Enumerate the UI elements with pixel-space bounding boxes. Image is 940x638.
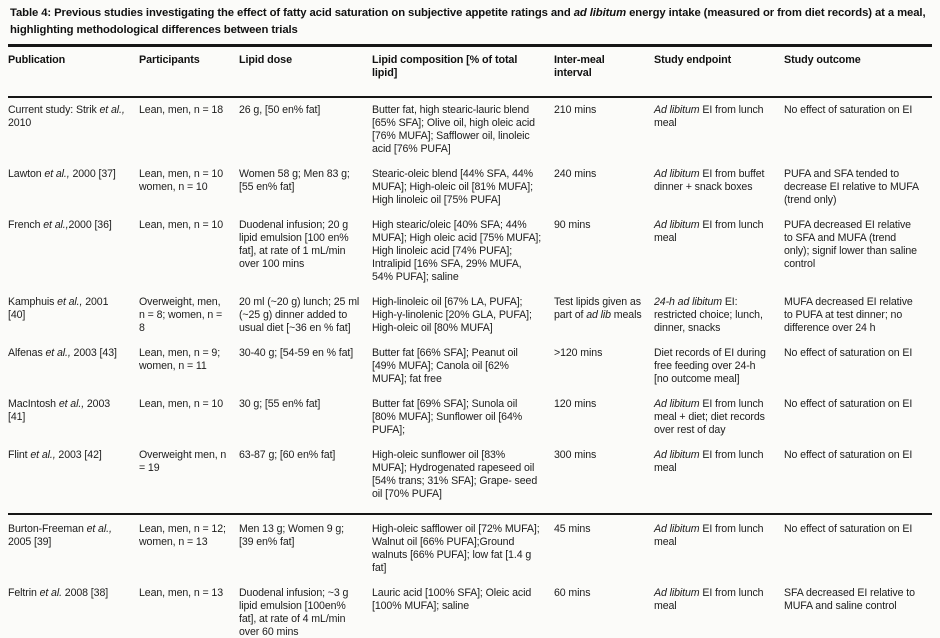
cell-study-endpoint: Diet records of EI during free feeding o… bbox=[654, 347, 766, 385]
cell-inter-meal-interval: 300 mins bbox=[554, 449, 597, 461]
cell-study-endpoint: Ad libitum EI from lunch meal + diet; di… bbox=[654, 398, 765, 436]
cell-study-endpoint: Ad libitum EI from lunch meal bbox=[654, 449, 764, 474]
cell-study-outcome: PUFA decreased EI relative to SFA and MU… bbox=[784, 219, 917, 270]
column-header-lipid-dose: Lipid dose bbox=[239, 45, 372, 98]
cell-lipid-composition: High stearic/oleic [40% SFA; 44% MUFA]; … bbox=[372, 219, 542, 283]
cell-publication: MacIntosh et al., 2003 [41] bbox=[8, 398, 111, 423]
cell-lipid-dose: Men 13 g; Women 9 g; [39 en% fat] bbox=[239, 513, 372, 581]
cell-lipid-dose: 30-40 g; [54-59 en % fat] bbox=[239, 347, 354, 359]
cell-study-endpoint: Ad libitum EI from buffet dinner + snack… bbox=[654, 168, 765, 193]
cell-publication: Burton-Freeman et al., 2005 [39] bbox=[8, 513, 139, 581]
table-row: Kamphuis et al., 2001 [40] Overweight, me… bbox=[8, 290, 932, 341]
table-row: Lawton et al., 2000 [37] Lean, men, n = 1… bbox=[8, 162, 932, 213]
cell-participants: Lean, men, n = 10 bbox=[139, 398, 223, 410]
studies-table: Publication Participants Lipid dose Lipid c… bbox=[8, 44, 932, 638]
cell-inter-meal-interval: Test lipids given as part of ad lib meal… bbox=[554, 296, 642, 321]
table-head: Publication Participants Lipid dose Lipid c… bbox=[8, 45, 932, 98]
table-row: Flint et al., 2003 [42] Overweight men, n… bbox=[8, 443, 932, 514]
cell-participants: Lean, men, n = 10 bbox=[139, 219, 223, 231]
cell-inter-meal-interval: 45 mins bbox=[554, 513, 654, 581]
table-row: Current study: Strik et al., 2010 Lean, m… bbox=[8, 97, 932, 162]
cell-inter-meal-interval: 120 mins bbox=[554, 398, 597, 410]
table-row: Burton-Freeman et al., 2005 [39] Lean, me… bbox=[8, 513, 932, 581]
table-container: Publication Participants Lipid dose Lipid c… bbox=[8, 44, 932, 638]
column-header-study-outcome: Study outcome bbox=[784, 45, 932, 98]
cell-participants: Lean, men, n = 18 bbox=[139, 104, 223, 116]
table-title: Table 4: Previous studies investigating … bbox=[10, 7, 926, 36]
cell-lipid-dose: 20 ml (~20 g) lunch; 25 ml (~25 g) dinne… bbox=[239, 296, 360, 334]
cell-lipid-dose: 63-87 g; [60 en% fat] bbox=[239, 449, 336, 461]
cell-study-endpoint: Ad libitum EI from lunch meal bbox=[654, 104, 764, 129]
cell-lipid-composition: High-linoleic oil [67% LA, PUFA]; High-γ… bbox=[372, 296, 532, 334]
cell-participants: Lean, men, n = 10 women, n = 10 bbox=[139, 168, 223, 193]
cell-lipid-composition: Butter fat, high stearic-lauric blend [6… bbox=[372, 104, 535, 155]
cell-study-outcome: PUFA and SFA tended to decrease EI relat… bbox=[784, 168, 919, 206]
cell-study-outcome: SFA decreased EI relative to MUFA and sa… bbox=[784, 587, 915, 612]
cell-study-outcome: No effect of saturation on EI bbox=[784, 347, 913, 359]
cell-study-outcome: No effect of saturation on EI bbox=[784, 449, 913, 461]
cell-study-endpoint: 24-h ad libitum EI: restricted choice; l… bbox=[654, 296, 763, 334]
cell-study-endpoint: Ad libitum EI from lunch meal bbox=[654, 513, 784, 581]
cell-study-outcome: MUFA decreased EI relative to PUFA at te… bbox=[784, 296, 913, 334]
cell-study-outcome: No effect of saturation on EI bbox=[784, 513, 932, 581]
cell-participants: Lean, men, n = 13 bbox=[139, 587, 223, 599]
table-row: French et al.,2000 [36] Lean, men, n = 10… bbox=[8, 213, 932, 290]
cell-study-outcome: No effect of saturation on EI bbox=[784, 104, 913, 116]
cell-publication: Feltrin et al. 2008 [38] bbox=[8, 587, 109, 599]
column-header-lipid-composition: Lipid composition [% of total lipid] bbox=[372, 45, 554, 98]
cell-participants: Lean, men, n = 9; women, n = 11 bbox=[139, 347, 221, 372]
cell-lipid-composition: Butter fat [66% SFA]; Peanut oil [49% MU… bbox=[372, 347, 518, 385]
cell-publication: Lawton et al., 2000 [37] bbox=[8, 168, 116, 180]
cell-study-endpoint: Ad libitum EI from lunch meal bbox=[654, 219, 764, 244]
cell-lipid-composition: High-oleic safflower oil [72% MUFA]; Wal… bbox=[372, 513, 554, 581]
column-header-inter-meal-interval: Inter-meal interval bbox=[554, 45, 654, 98]
column-header-study-endpoint: Study endpoint bbox=[654, 45, 784, 98]
cell-lipid-composition: Lauric acid [100% SFA]; Oleic acid [100%… bbox=[372, 587, 532, 612]
cell-publication: Alfenas et al., 2003 [43] bbox=[8, 347, 117, 359]
cell-participants: Overweight, men, n = 8; women, n = 8 bbox=[139, 296, 223, 334]
cell-study-endpoint: Ad libitum EI from lunch meal bbox=[654, 587, 764, 612]
cell-lipid-dose: 26 g, [50 en% fat] bbox=[239, 104, 321, 116]
cell-lipid-dose: Women 58 g; Men 83 g; [55 en% fat] bbox=[239, 168, 350, 193]
cell-lipid-dose: 30 g; [55 en% fat] bbox=[239, 398, 321, 410]
table-row: MacIntosh et al., 2003 [41] Lean, men, n … bbox=[8, 392, 932, 443]
table-header-row: Publication Participants Lipid dose Lipid c… bbox=[8, 45, 932, 98]
cell-lipid-composition: Butter fat [69% SFA]; Sunola oil [80% MU… bbox=[372, 398, 523, 436]
table-body: Current study: Strik et al., 2010 Lean, m… bbox=[8, 97, 932, 638]
cell-inter-meal-interval: 60 mins bbox=[554, 587, 591, 599]
cell-lipid-dose: Duodenal infusion; ~3 g lipid emulsion [… bbox=[239, 587, 349, 638]
cell-inter-meal-interval: 240 mins bbox=[554, 168, 597, 180]
cell-participants: Lean, men, n = 12; women, n = 13 bbox=[139, 513, 239, 581]
cell-lipid-composition: Stearic-oleic blend [44% SFA, 44% MUFA];… bbox=[372, 168, 533, 206]
column-header-participants: Participants bbox=[139, 45, 239, 98]
column-header-publication: Publication bbox=[8, 45, 139, 98]
table-row: Feltrin et al. 2008 [38] Lean, men, n = 1… bbox=[8, 581, 932, 638]
cell-publication: Current study: Strik et al., 2010 bbox=[8, 104, 125, 129]
cell-publication: Flint et al., 2003 [42] bbox=[8, 449, 102, 461]
cell-participants: Overweight men, n = 19 bbox=[139, 449, 227, 474]
cell-study-outcome: No effect of saturation on EI bbox=[784, 398, 913, 410]
cell-inter-meal-interval: 90 mins bbox=[554, 219, 591, 231]
cell-publication: Kamphuis et al., 2001 [40] bbox=[8, 296, 109, 321]
cell-publication: French et al.,2000 [36] bbox=[8, 219, 112, 231]
table-row: Alfenas et al., 2003 [43] Lean, men, n = … bbox=[8, 341, 932, 392]
cell-inter-meal-interval: 210 mins bbox=[554, 104, 597, 116]
cell-inter-meal-interval: >120 mins bbox=[554, 347, 603, 359]
cell-lipid-composition: High-oleic sunflower oil [83% MUFA]; Hyd… bbox=[372, 449, 538, 500]
cell-lipid-dose: Duodenal infusion; 20 g lipid emulsion [… bbox=[239, 219, 349, 270]
